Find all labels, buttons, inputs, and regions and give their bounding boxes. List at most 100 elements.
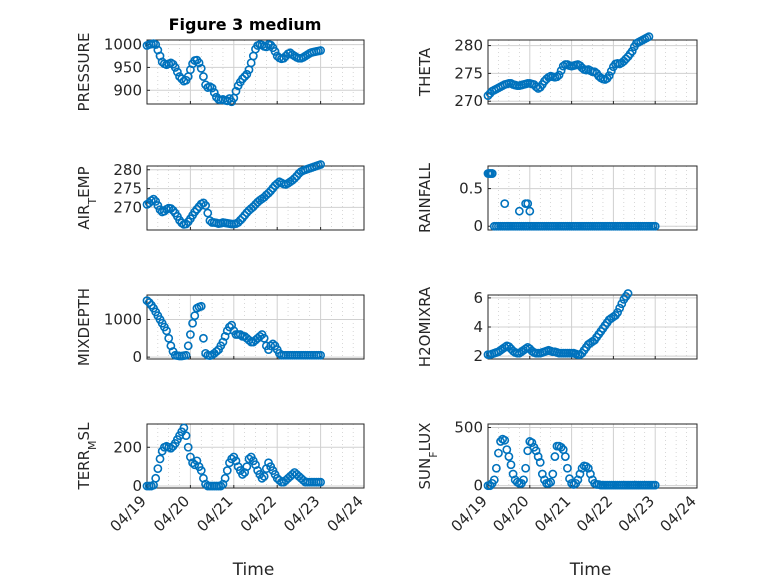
data-point (244, 454, 254, 464)
y-tick-label: 900 (113, 81, 142, 99)
data-point (650, 480, 660, 490)
data-point (560, 452, 570, 461)
y-axis-label: SUNFLUX (416, 423, 440, 490)
data-point (181, 431, 191, 441)
data-point (604, 71, 614, 81)
data-point (316, 46, 325, 55)
x-axis-label: Time (569, 560, 612, 580)
y-tick-label: 2 (473, 347, 483, 365)
axes-box (146, 294, 365, 360)
data-point (623, 289, 633, 298)
data-point (155, 454, 165, 464)
y-axis-label: AIRTEMP (75, 166, 99, 229)
data-point (521, 463, 531, 473)
data-point (164, 333, 174, 343)
y-tick-label: 1000 (104, 310, 142, 328)
data-point (496, 437, 505, 446)
subplot-rainfall: 0 0.5 RAINFALL (416, 162, 698, 235)
axes-box (487, 423, 698, 489)
data-point (196, 466, 206, 475)
y-tick-label: 950 (113, 58, 142, 76)
data-point (255, 332, 265, 341)
data-point (581, 462, 591, 471)
data-point (613, 308, 622, 317)
data-point (523, 199, 533, 209)
y-tick-label: 0.5 (459, 180, 483, 198)
data-point (487, 169, 497, 178)
y-tick-label: 275 (113, 180, 142, 198)
data-point (621, 54, 631, 64)
axes-box (146, 423, 365, 489)
data-point (485, 481, 495, 491)
data-point (216, 481, 226, 491)
data-point (500, 199, 510, 209)
y-tick-label: 1000 (104, 36, 142, 54)
data-point (185, 330, 195, 339)
data-point (201, 201, 210, 210)
data-point (183, 341, 193, 351)
data-point (548, 469, 558, 479)
y-axis-label: RAINFALL (416, 162, 434, 233)
subplot-pressure: 900 950 1000 PRESSURE Figure 3 medium (75, 15, 365, 112)
axes-box (146, 39, 365, 105)
data-point (172, 67, 182, 77)
subplot-h2omixra: 2 4 6 H2OMIXRA (416, 286, 698, 367)
data-point (181, 350, 191, 360)
data-point (264, 188, 273, 198)
data-point (222, 466, 232, 475)
y-tick-label: 280 (113, 161, 142, 179)
y-tick-label: 270 (454, 92, 483, 110)
y-tick-label: 0 (132, 348, 142, 366)
data-point (257, 473, 267, 483)
y-axis-label: H2OMIXRA (416, 286, 434, 367)
y-axis-label: TERRMSL (75, 422, 99, 491)
y-tick-label: 4 (473, 318, 483, 336)
data-point (212, 347, 221, 356)
data-point (525, 206, 535, 216)
data-point (266, 341, 276, 351)
data-point (519, 475, 528, 485)
data-point (290, 174, 299, 183)
data-point (565, 474, 574, 484)
data-point (196, 301, 206, 311)
data-point (279, 53, 289, 63)
data-point (535, 457, 545, 467)
y-tick-label: 0 (132, 477, 142, 495)
data-point (203, 208, 213, 218)
axes-box (487, 39, 698, 105)
data-point (556, 442, 566, 452)
data-point (151, 473, 161, 483)
data-point (231, 86, 241, 96)
data-point (270, 47, 280, 56)
data-point (188, 458, 197, 468)
data-point (554, 70, 564, 80)
subplot-mixdepth: 0 1000 MIXDEPTH (75, 288, 365, 366)
data-point (190, 311, 200, 321)
data-point (552, 72, 562, 82)
y-axis-label: PRESSURE (75, 33, 93, 112)
series-markers (483, 289, 633, 360)
series-markers (483, 169, 660, 231)
data-point (500, 435, 510, 445)
data-point (242, 69, 252, 79)
x-axis-label: Time (232, 560, 275, 580)
data-point (238, 74, 247, 84)
y-tick-label: 270 (113, 198, 142, 216)
data-point (199, 333, 208, 343)
y-tick-label: 280 (454, 37, 483, 55)
data-point (546, 477, 556, 487)
data-point (563, 463, 572, 473)
data-point (316, 350, 325, 360)
data-point (227, 454, 237, 464)
data-point (149, 194, 158, 204)
data-point (175, 72, 184, 81)
subplot-theta: 270 275 280 THETA (416, 32, 698, 110)
y-tick-label: 200 (113, 438, 142, 456)
data-point (248, 202, 258, 212)
data-point (577, 463, 587, 473)
data-point (527, 438, 537, 448)
data-point (166, 443, 176, 453)
